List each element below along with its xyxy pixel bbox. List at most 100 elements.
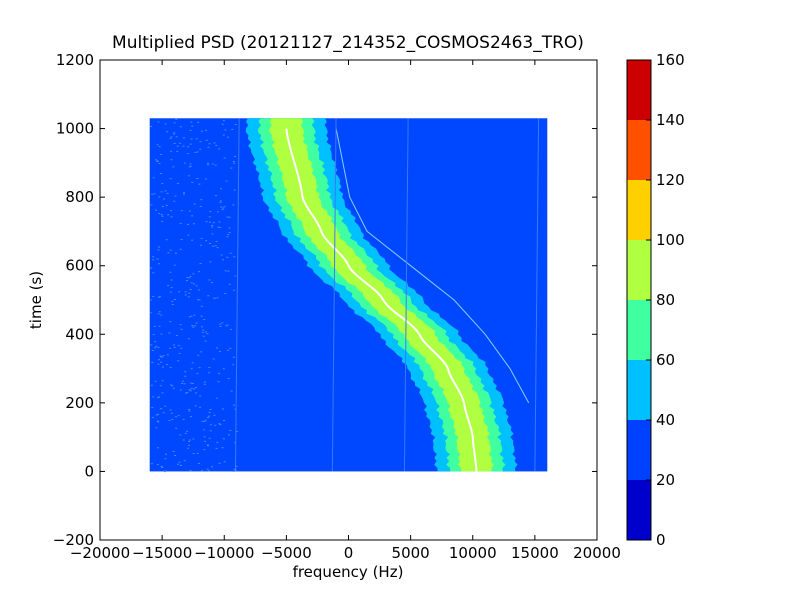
noise-speck xyxy=(217,226,220,228)
noise-speck xyxy=(226,236,229,238)
noise-speck xyxy=(221,322,224,324)
noise-speck xyxy=(188,440,191,442)
noise-speck xyxy=(169,409,172,411)
noise-speck xyxy=(152,396,155,398)
noise-speck xyxy=(222,120,225,122)
noise-speck xyxy=(157,397,160,399)
noise-speck xyxy=(208,216,211,218)
noise-speck xyxy=(184,371,187,373)
noise-speck xyxy=(166,354,169,356)
noise-speck xyxy=(214,245,217,247)
noise-speck xyxy=(165,204,168,206)
noise-speck xyxy=(150,344,153,346)
noise-speck xyxy=(184,432,187,434)
noise-speck xyxy=(173,346,176,348)
noise-speck xyxy=(189,276,192,278)
noise-speck xyxy=(203,421,206,423)
noise-speck xyxy=(173,122,176,124)
y-axis-label: time (s) xyxy=(27,271,45,329)
noise-speck xyxy=(231,128,234,130)
y-tick-label: 600 xyxy=(65,257,94,275)
noise-speck xyxy=(160,153,163,155)
noise-speck xyxy=(211,226,214,228)
noise-speck xyxy=(189,416,192,418)
noise-speck xyxy=(186,392,189,394)
noise-speck xyxy=(208,221,211,223)
noise-speck xyxy=(160,466,163,468)
noise-speck xyxy=(194,387,197,389)
noise-streak xyxy=(403,118,409,472)
noise-speck xyxy=(218,462,221,464)
noise-speck xyxy=(175,335,178,337)
noise-speck xyxy=(158,146,161,148)
noise-speck xyxy=(200,315,203,317)
noise-speck xyxy=(192,223,195,225)
noise-speck xyxy=(162,355,165,357)
noise-speck xyxy=(188,316,191,318)
noise-speck xyxy=(164,470,167,472)
noise-speck xyxy=(183,383,186,385)
noise-speck xyxy=(218,221,221,223)
noise-speck xyxy=(176,150,179,152)
noise-speck xyxy=(152,334,155,336)
noise-speck xyxy=(212,222,215,224)
noise-speck xyxy=(153,325,156,327)
noise-speck xyxy=(219,188,222,190)
noise-speck xyxy=(208,143,211,145)
noise-speck xyxy=(220,206,223,208)
noise-speck xyxy=(173,132,176,134)
noise-speck xyxy=(160,361,163,363)
noise-speck xyxy=(188,410,191,412)
noise-speck xyxy=(157,413,160,415)
noise-speck xyxy=(187,175,190,177)
noise-speck xyxy=(203,449,206,451)
noise-speck xyxy=(167,252,170,254)
noise-speck xyxy=(184,392,187,394)
noise-speck xyxy=(190,282,193,284)
noise-speck xyxy=(178,352,181,354)
noise-speck xyxy=(211,233,214,235)
noise-speck xyxy=(160,314,163,316)
noise-speck xyxy=(153,193,156,195)
noise-speck xyxy=(200,238,203,240)
colorbar-tick-label: 140 xyxy=(656,111,685,129)
noise-speck xyxy=(187,296,190,298)
noise-speck xyxy=(197,289,200,291)
noise-speck xyxy=(187,153,190,155)
noise-speck xyxy=(149,299,152,301)
noise-speck xyxy=(173,142,176,144)
noise-speck xyxy=(182,145,185,147)
noise-speck xyxy=(226,136,229,138)
noise-speck xyxy=(222,207,225,209)
noise-speck xyxy=(221,408,224,410)
noise-speck xyxy=(180,239,183,241)
noise-speck xyxy=(223,206,226,208)
noise-speck xyxy=(157,346,160,348)
noise-speck xyxy=(172,166,175,168)
noise-speck xyxy=(213,142,216,144)
noise-speck xyxy=(157,296,160,298)
noise-speck xyxy=(158,196,161,198)
noise-speck xyxy=(219,325,222,327)
colorbar-segment xyxy=(627,300,651,360)
noise-speck xyxy=(164,190,167,192)
noise-speck xyxy=(224,293,227,295)
noise-speck xyxy=(232,204,235,206)
noise-speck xyxy=(159,385,162,387)
noise-speck xyxy=(227,270,230,272)
noise-speck xyxy=(210,466,213,468)
colorbar xyxy=(627,60,651,540)
noise-speck xyxy=(175,416,178,418)
noise-speck xyxy=(227,378,230,380)
noise-speck xyxy=(200,199,203,201)
noise-speck xyxy=(152,256,155,258)
noise-speck xyxy=(161,221,164,223)
noise-speck xyxy=(169,271,172,273)
noise-speck xyxy=(197,462,200,464)
noise-speck xyxy=(177,360,180,362)
noise-speck xyxy=(205,221,208,223)
noise-speck xyxy=(156,161,159,163)
noise-speck xyxy=(182,439,185,441)
noise-speck xyxy=(189,470,192,472)
noise-speck xyxy=(154,209,157,211)
